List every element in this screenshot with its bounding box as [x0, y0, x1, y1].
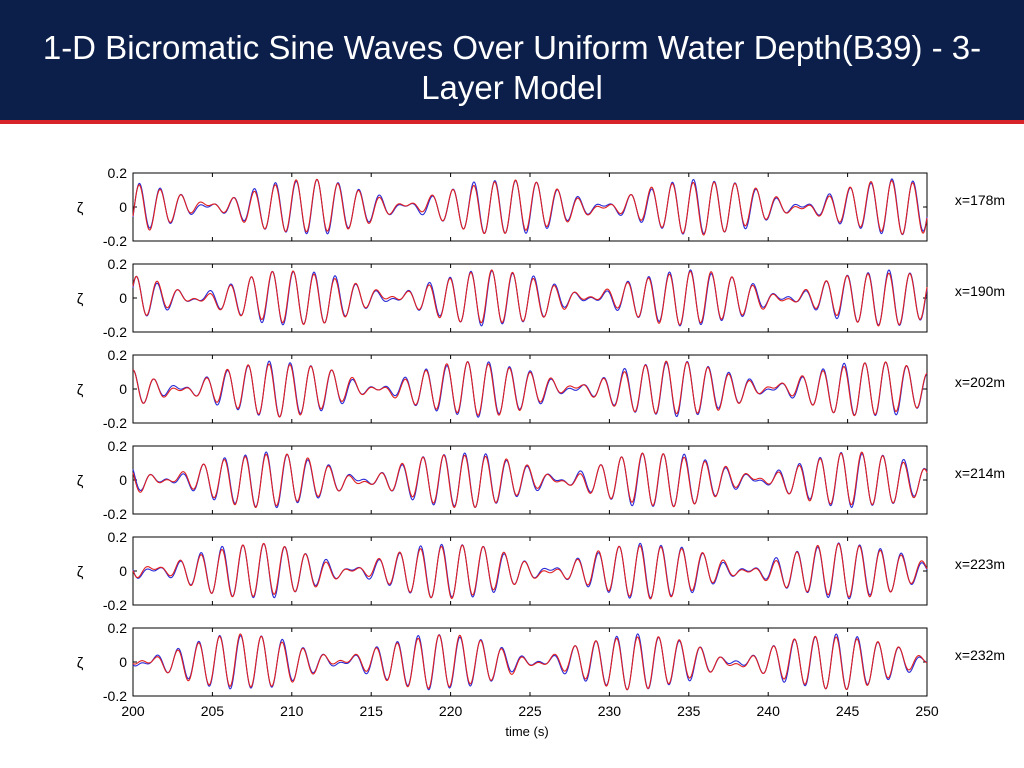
panel-label-2: x=190m	[955, 283, 1005, 299]
y-axis-label: ζ	[77, 473, 84, 490]
panel-frame-4	[132, 445, 928, 515]
panel-frame-2	[132, 263, 928, 333]
y-tick-label: 0	[119, 199, 127, 215]
x-tick-label: 205	[201, 703, 225, 719]
y-tick-label: 0.2	[108, 620, 128, 636]
series-line-measured	[132, 633, 928, 691]
x-tick-label: 210	[280, 703, 304, 719]
y-tick-label: 0	[119, 563, 127, 579]
series-line-model	[132, 633, 928, 691]
y-tick-label: 0.2	[108, 529, 128, 545]
panel-label-6: x=232m	[955, 647, 1005, 663]
slide-header: 1-D Bicromatic Sine Waves Over Uniform W…	[0, 0, 1024, 120]
y-tick-label: -0.2	[103, 597, 127, 613]
y-tick-label: -0.2	[103, 233, 127, 249]
panel-label-5: x=223m	[955, 556, 1005, 572]
y-axis-label: ζ	[77, 655, 84, 672]
y-tick-label: -0.2	[103, 688, 127, 704]
x-tick-label: 245	[836, 703, 860, 719]
panel-frame-1	[132, 172, 928, 242]
y-tick-label: 0.2	[108, 256, 128, 272]
series-line-measured	[132, 178, 928, 236]
x-tick-label: 240	[757, 703, 781, 719]
panel-label-4: x=214m	[955, 465, 1005, 481]
x-tick-label: 235	[677, 703, 701, 719]
y-tick-label: 0.2	[108, 438, 128, 454]
y-tick-label: -0.2	[103, 415, 127, 431]
y-tick-label: 0.2	[108, 347, 128, 363]
y-tick-label: 0	[119, 472, 127, 488]
series-line-measured	[132, 269, 928, 327]
panel-label-3: x=202m	[955, 374, 1005, 390]
y-tick-label: 0	[119, 654, 127, 670]
x-tick-label: 230	[598, 703, 622, 719]
x-tick-label: 250	[915, 703, 939, 719]
series-line-model	[132, 360, 928, 418]
x-tick-label: 220	[439, 703, 463, 719]
y-axis-label: ζ	[77, 291, 84, 308]
series-line-model	[132, 451, 928, 509]
y-tick-label: 0	[119, 381, 127, 397]
y-tick-label: -0.2	[103, 506, 127, 522]
slide-title: 1-D Bicromatic Sine Waves Over Uniform W…	[42, 29, 982, 106]
x-axis-label: time (s)	[505, 724, 548, 739]
panel-label-1: x=178m	[955, 192, 1005, 208]
x-tick-label: 200	[121, 703, 145, 719]
y-tick-label: -0.2	[103, 324, 127, 340]
y-axis-label: ζ	[77, 564, 84, 581]
series-line-model	[132, 178, 928, 236]
y-axis-label: ζ	[77, 200, 84, 217]
y-tick-label: 0	[119, 290, 127, 306]
y-axis-label: ζ	[77, 382, 84, 399]
series-line-model	[132, 269, 928, 327]
x-tick-label: 225	[518, 703, 542, 719]
series-line-model	[132, 542, 928, 600]
y-tick-label: 0.2	[108, 165, 128, 181]
header-rule	[0, 120, 1024, 124]
x-tick-label: 215	[360, 703, 384, 719]
